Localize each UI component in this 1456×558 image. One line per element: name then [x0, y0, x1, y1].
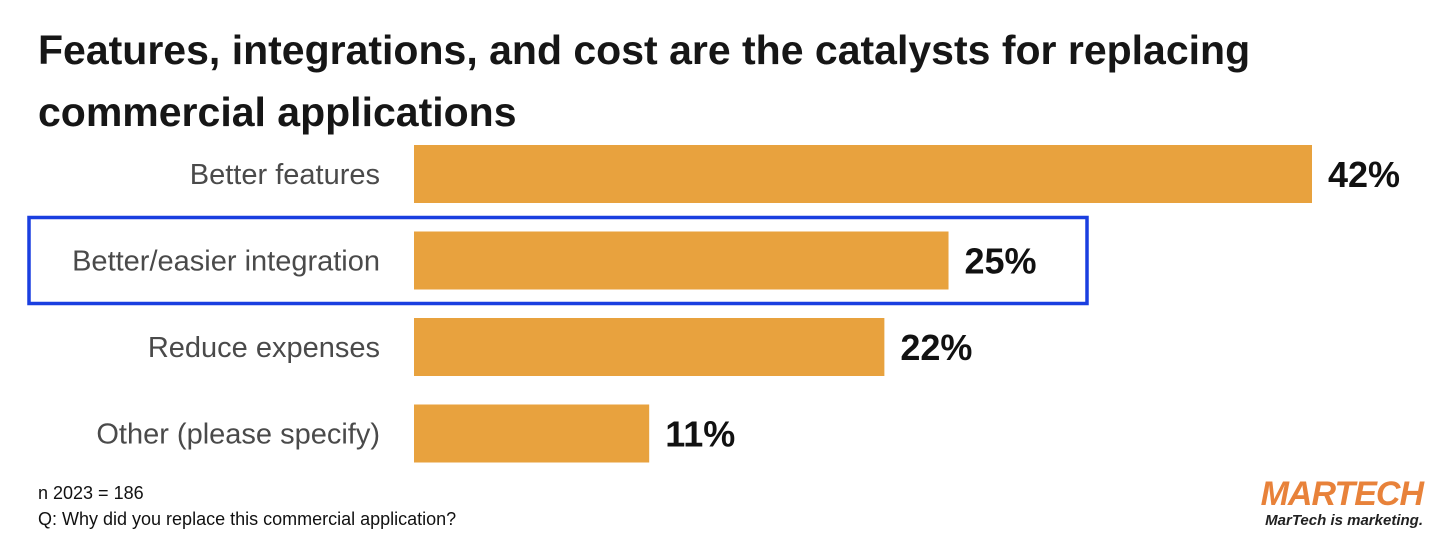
logo-tagline: MarTech is marketing.	[1265, 512, 1423, 529]
survey-question-note: Q: Why did you replace this commercial a…	[38, 509, 457, 529]
chart-title: Features, integrations, and cost are the…	[38, 27, 1251, 135]
logo-wordmark: MARTECH	[1260, 475, 1424, 513]
martech-logo: MARTECH MarTech is marketing.	[1163, 475, 1424, 530]
value-label: 11%	[665, 414, 735, 455]
value-label: 22%	[900, 327, 972, 368]
value-label: 42%	[1328, 154, 1400, 195]
bar	[414, 318, 885, 376]
bar	[414, 145, 1312, 203]
bar	[414, 231, 949, 290]
category-label: Better features	[190, 159, 380, 191]
category-label: Other (please specify)	[96, 419, 380, 451]
value-label: 25%	[965, 241, 1037, 282]
bar	[414, 404, 650, 463]
category-label: Better/easier integration	[72, 246, 380, 278]
highlight-box	[27, 215, 1089, 306]
category-label: Reduce expenses	[148, 332, 380, 364]
sample-size-note: n 2023 = 186	[38, 483, 144, 503]
